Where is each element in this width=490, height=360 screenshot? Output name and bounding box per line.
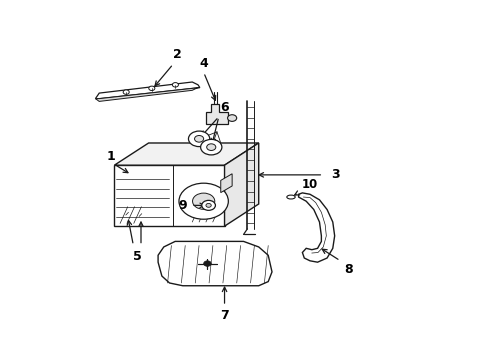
Circle shape <box>207 144 216 150</box>
Polygon shape <box>298 193 335 262</box>
Circle shape <box>200 139 222 155</box>
Circle shape <box>206 203 211 207</box>
Circle shape <box>204 261 211 266</box>
Polygon shape <box>96 87 200 102</box>
Polygon shape <box>96 82 200 99</box>
Text: 8: 8 <box>344 263 353 276</box>
Text: 1: 1 <box>106 150 115 163</box>
Circle shape <box>149 86 155 90</box>
Polygon shape <box>220 174 232 193</box>
Polygon shape <box>232 157 247 176</box>
Circle shape <box>193 193 215 209</box>
Text: 7: 7 <box>220 309 229 322</box>
Text: 10: 10 <box>301 178 318 191</box>
Text: 3: 3 <box>331 168 340 181</box>
Polygon shape <box>115 143 259 165</box>
Circle shape <box>123 90 129 94</box>
Circle shape <box>195 135 204 142</box>
Circle shape <box>189 131 210 147</box>
Text: 6: 6 <box>220 101 229 114</box>
Polygon shape <box>206 104 228 123</box>
Polygon shape <box>120 206 131 216</box>
Text: 5: 5 <box>133 250 142 263</box>
Polygon shape <box>115 165 224 226</box>
Polygon shape <box>224 143 259 226</box>
Circle shape <box>202 201 216 210</box>
Circle shape <box>179 183 228 219</box>
Circle shape <box>172 82 178 87</box>
Ellipse shape <box>287 195 295 199</box>
Text: 2: 2 <box>172 49 181 62</box>
Polygon shape <box>158 242 272 286</box>
Polygon shape <box>133 207 145 218</box>
Text: 4: 4 <box>199 57 208 69</box>
Text: 9: 9 <box>179 199 187 212</box>
Circle shape <box>227 115 237 121</box>
